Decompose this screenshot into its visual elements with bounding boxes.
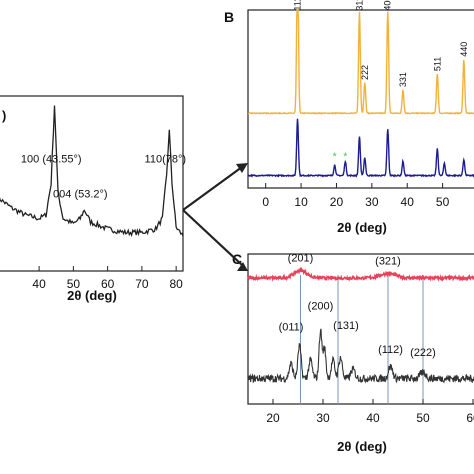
peak-annotation: (112): [378, 344, 403, 356]
peak-annotation: 100 (43.55°): [21, 154, 82, 166]
peak-annotation: (201): [288, 253, 314, 265]
x-tick-label: 50: [436, 195, 450, 209]
arrow-head-b: [236, 163, 248, 173]
peak-annotation: 400: [383, 0, 393, 11]
panel-b-frame: [247, 9, 474, 189]
arrow-to-panel-b: [182, 166, 243, 211]
peak-annotation: (011): [279, 322, 304, 334]
panel-c-reference-lines: [300, 275, 424, 404]
panel-a-frame: [0, 95, 184, 272]
panel-b-x-axis-label: 2θ (deg): [337, 220, 387, 235]
x-tick-label: 60: [101, 277, 115, 291]
panel-a-x-axis-label: 2θ (deg): [67, 288, 117, 303]
panel-b-x-ticks: 0 10 20 30 40 50: [262, 183, 450, 209]
panel-c-series-black: [247, 328, 474, 384]
peak-annotation: 311: [354, 0, 364, 11]
x-tick-label: 40: [366, 411, 380, 425]
x-tick-label: 70: [135, 277, 149, 291]
panel-a-label: ): [2, 108, 6, 123]
x-tick-label: 50: [67, 277, 81, 291]
peak-annotation: 111: [292, 0, 302, 11]
panel-c-annotations: (201) (321) (200) (011) (131) (112) (222): [279, 253, 436, 360]
peak-annotation: 222: [360, 65, 370, 80]
x-tick-label: 50: [416, 411, 430, 425]
panel-a-x-ticks: 40 50 60 70 80: [32, 266, 183, 291]
x-tick-label: 20: [266, 411, 280, 425]
arrow-head-c: [237, 262, 248, 271]
peak-annotation: 331: [398, 72, 408, 87]
peak-annotation: 110(78°): [145, 154, 187, 166]
peak-annotation: (131): [333, 320, 359, 332]
x-tick-label: 80: [169, 277, 183, 291]
panel-a-plot: [0, 105, 184, 238]
panel-a-annotations: 100 (43.55°) 004 (53.2°) 110(78°): [21, 154, 186, 201]
panel-b-series-yellow: [247, 9, 474, 115]
panel-c-frame: [247, 253, 474, 405]
panel-c-x-axis-label: 2θ (deg): [337, 439, 387, 454]
arrow-to-panel-c: [182, 209, 243, 266]
panel-c-plot: [247, 266, 474, 384]
peak-annotation: 004 (53.2°): [53, 189, 108, 201]
panel-b-label: B: [224, 9, 234, 25]
x-tick-label: 40: [32, 277, 46, 291]
peak-annotation: 440: [459, 42, 469, 57]
x-tick-label: 0: [262, 195, 269, 209]
x-tick-label: 10: [294, 195, 308, 209]
peak-annotation: (222): [410, 347, 436, 359]
connector-arrows: [182, 163, 248, 271]
panel-c-x-ticks: 20 30 40 50 60: [266, 399, 474, 425]
marker-asterisk: *: [333, 152, 337, 163]
panel-b-series-blue: [247, 118, 474, 178]
panel-b-plot: * *: [247, 9, 474, 178]
peak-annotation: (321): [375, 256, 401, 268]
x-tick-label: 20: [330, 195, 344, 209]
panel-c-series-red: [247, 266, 474, 283]
peak-annotation: 511: [432, 57, 442, 71]
x-tick-label: 40: [401, 195, 415, 209]
peak-annotation: (200): [308, 301, 334, 313]
marker-asterisk: *: [343, 152, 347, 163]
x-tick-label: 30: [365, 195, 379, 209]
x-tick-label: 60: [466, 411, 474, 425]
panel-b-annotations: 111 311 222 400 331 511 440: [292, 0, 468, 87]
panel-c: C 2030405060 (201)(321)(200)(011)(131)(1…: [232, 251, 474, 454]
panel-a: ) 40 50 60 70 80 100 (43.55°) 004 (53.2°) 110(…: [0, 95, 186, 303]
panel-a-series-line: [0, 105, 184, 238]
x-tick-label: 30: [316, 411, 330, 425]
